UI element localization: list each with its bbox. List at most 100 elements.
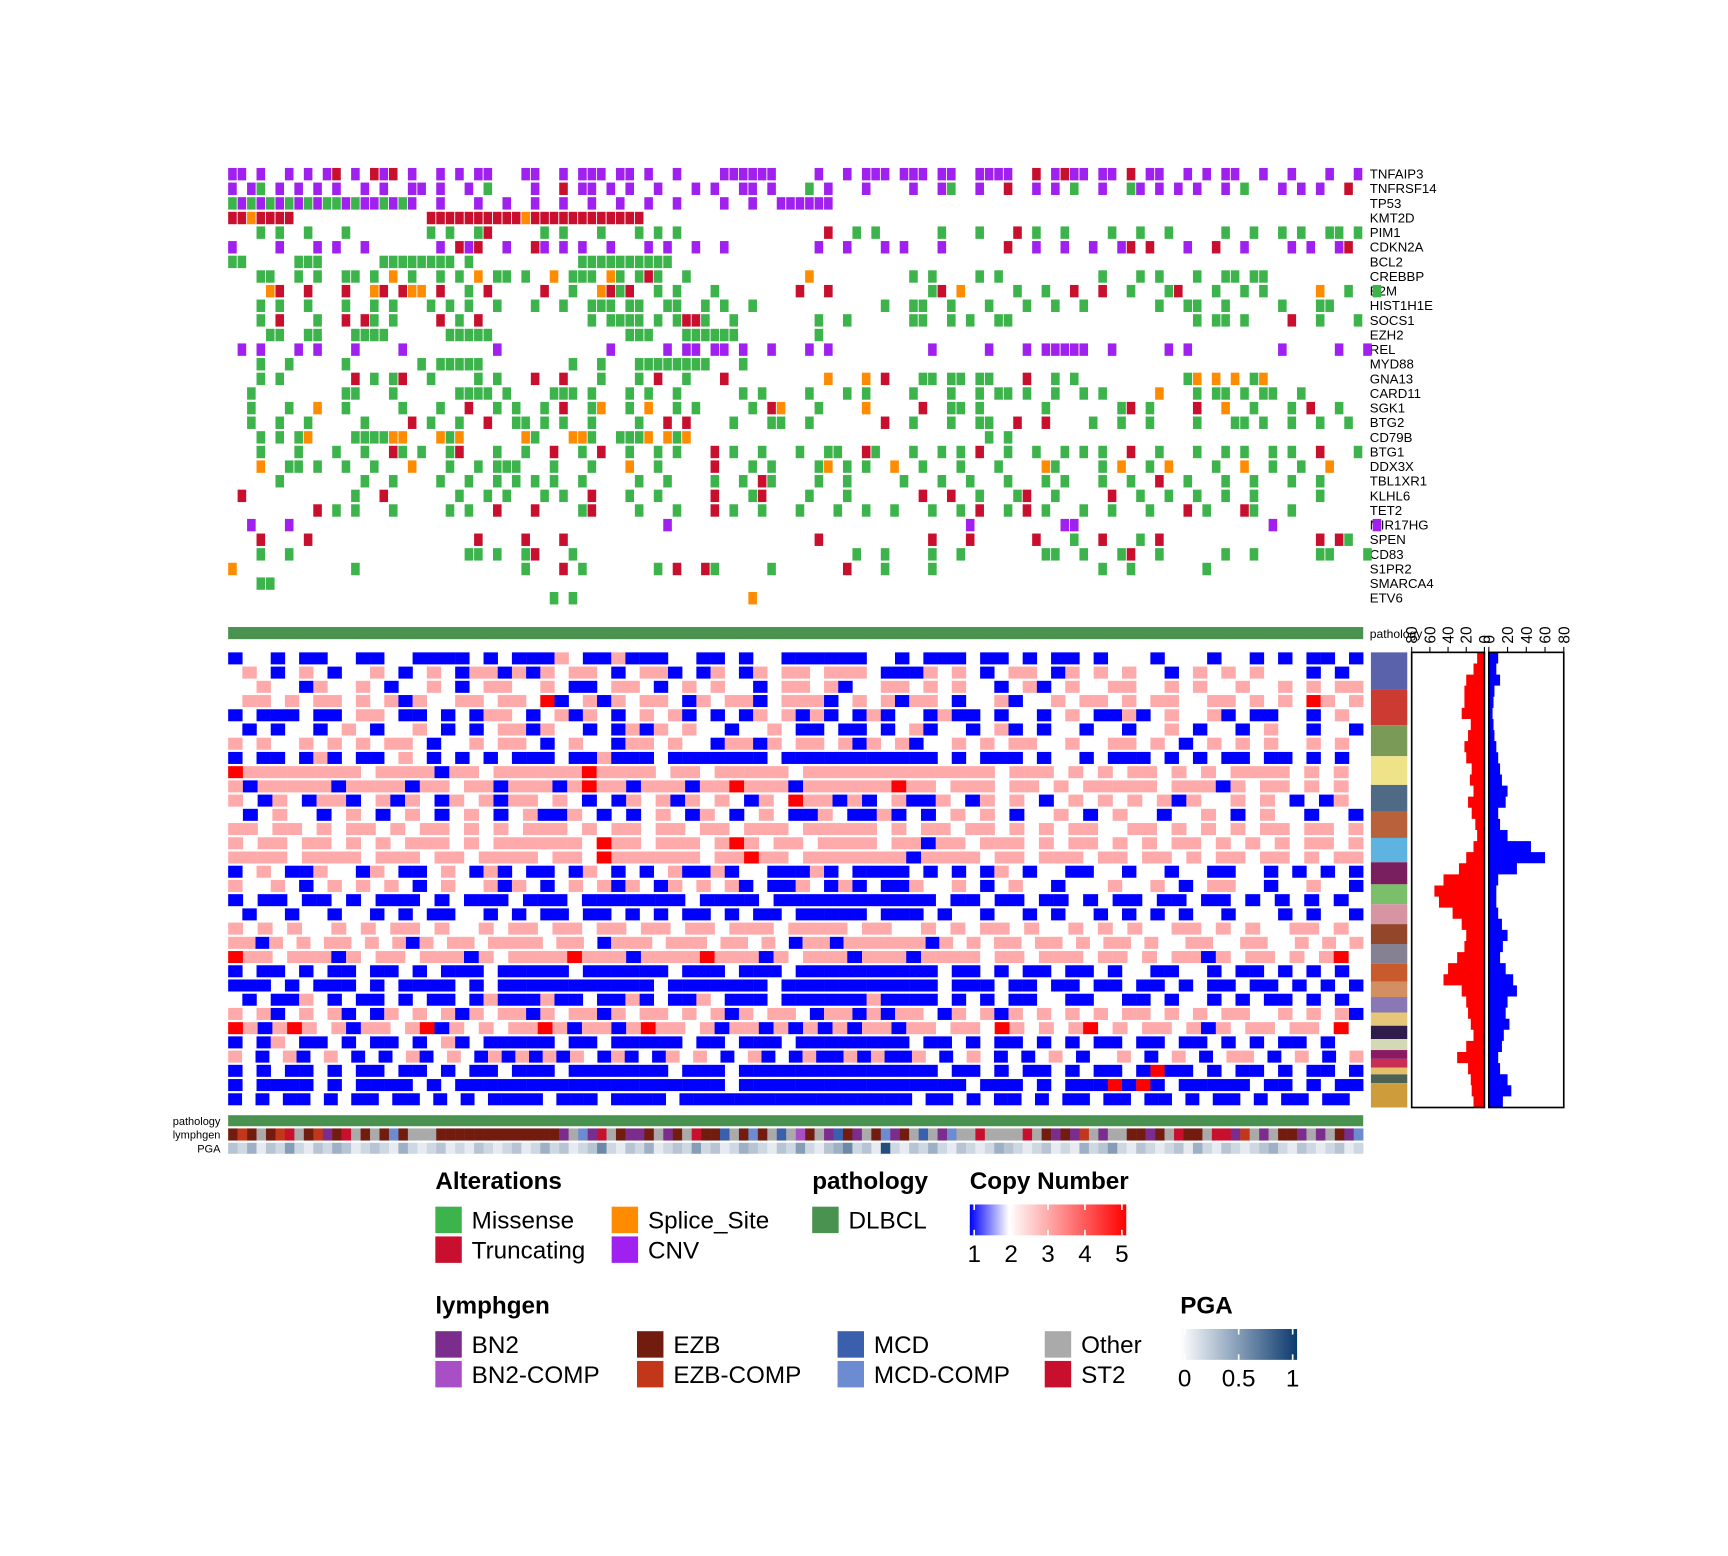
cn-cell [596,766,612,779]
mutation-cell [559,533,568,546]
mutation-cell [1060,167,1070,181]
cn-cell [568,1064,584,1077]
chromosome-band [1370,689,1408,726]
mutation-cell [530,211,540,225]
cn-cell [419,823,435,836]
mutation-cell [672,226,682,239]
mutation-cell [824,182,833,195]
mutation-cell [578,504,587,517]
cn-cell [1164,723,1179,736]
cn-cell [1107,1064,1123,1077]
cn-cell [744,823,760,836]
mutation-cell [767,460,776,473]
mutation-cell [370,431,379,444]
mutation-cell [351,328,360,342]
mutation-cell [228,197,237,210]
mutation-cell [842,241,852,254]
pga-cell [549,1142,560,1154]
cn-cell [832,922,848,935]
cn-cell [434,780,450,793]
mutation-cell [1183,475,1193,488]
cn-cell [483,993,498,1006]
cn-cell [554,993,569,1006]
cn-cell [581,823,597,836]
mutation-cell [738,343,748,356]
mutation-cell [682,343,691,356]
cn-cell [597,965,612,978]
lymphgen-cell [672,1128,683,1141]
mutation-cell [1041,416,1051,429]
mutation-cell [1107,167,1117,181]
cn-cell [522,951,538,964]
cn-cell [327,879,342,892]
mutation-cell [275,328,285,342]
cn-cell [1278,993,1293,1006]
lymphgen-cell [294,1128,305,1141]
cn-cell [626,951,642,964]
mutation-cell [710,504,720,517]
cn-cell [1230,780,1246,793]
cn-cell [1024,766,1040,779]
lymphgen-cell [549,1128,560,1141]
cn-cell [1178,1079,1194,1092]
cn-cell [685,780,701,793]
mutation-cell [814,533,824,546]
pga-cell [1306,1142,1317,1154]
mutation-cell [984,372,994,386]
cn-cell [522,851,538,864]
legend-swatch [611,1236,639,1263]
mutation-cell [1240,241,1249,254]
cn-cell [824,865,839,878]
cn-cell [911,936,926,949]
mutation-cell [1325,299,1334,312]
cn-cell [753,680,768,693]
cn-cell [1348,808,1364,821]
cn-cell [817,837,833,850]
mutation-cell [1051,489,1060,503]
mutation-cell [464,182,474,195]
mutation-cell [824,445,833,459]
mutation-cell [578,270,587,283]
mutation-cell [625,445,634,459]
cn-cell [1240,1050,1255,1063]
mutation-cell [691,343,701,356]
cn-cell [699,951,715,964]
mutation-cell [653,270,663,283]
pga-cell [587,1142,598,1154]
mutation-cell [1003,445,1013,459]
legend-swatch [435,1206,462,1234]
cn-cell [398,979,413,992]
mutation-cell [445,255,455,269]
cn-cell [1136,993,1151,1006]
cn-cell [744,951,760,964]
mutation-cell [426,416,436,429]
mutation-cell [483,489,493,503]
mutation-cell [615,431,625,444]
cn-cell [1171,1050,1186,1063]
cn-cell [440,1007,456,1020]
mutation-cell [729,504,739,517]
lymphgen-cell [388,1128,399,1141]
cn-cell [682,695,697,708]
mutation-cell [398,401,407,415]
cn-cell [866,1036,882,1049]
mutation-cell [861,401,871,415]
cn-cell [824,1079,839,1092]
cn-cell [753,1079,768,1092]
mutation-cell [587,255,597,269]
mutation-cell [464,358,474,371]
mutation-cell [1240,284,1249,298]
mutation-cell [502,197,512,210]
lymphgen-cell [937,1128,948,1141]
lymphgen-cell [738,1128,749,1141]
mutation-cell [757,167,767,181]
cn-cell [1122,709,1137,722]
lymphgen-cell [1041,1128,1052,1141]
cn-cell [1093,1007,1109,1020]
cn-cell [699,922,715,935]
mutation-cell [625,387,634,400]
mutation-cell [738,387,748,400]
cn-cell [1235,993,1250,1006]
cn-cell [1164,965,1179,978]
cn-cell [891,766,907,779]
